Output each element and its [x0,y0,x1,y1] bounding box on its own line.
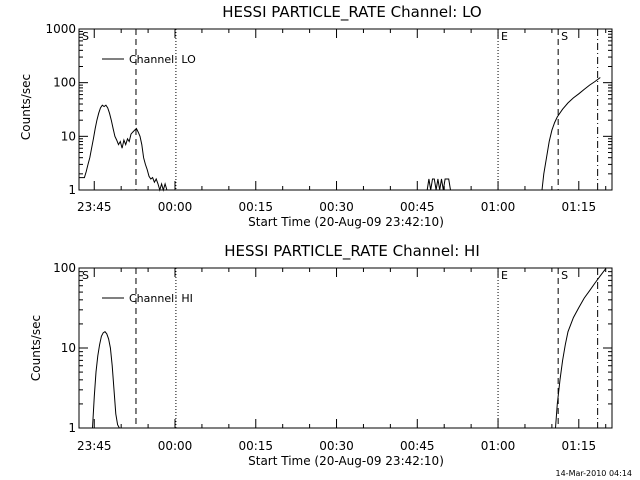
lo-marker-label: S [82,30,89,43]
hi-x-tick-label: 00:00 [158,439,193,453]
lo-x-tick-label: 00:45 [400,200,435,214]
hi-marker-label: E [501,269,508,282]
hi-series-line-0 [92,331,120,429]
lo-y-tick-label: 1000 [45,22,76,36]
hi-x-tick-label: 00:45 [400,439,435,453]
hi-x-tick-label: 00:15 [238,439,273,453]
hi-x-tick-label: 01:00 [481,439,516,453]
lo-marker-label: E [501,30,508,43]
lo-y-tick-label: 100 [53,76,76,90]
lo-series-line-0 [79,104,187,192]
hi-legend: Channel: HI [102,292,193,305]
lo-chart-title: HESSI PARTICLE_RATE Channel: LO [222,3,481,22]
hi-x-tick-label: 23:45 [77,439,112,453]
lo-x-tick-label: 00:00 [158,200,193,214]
hi-x-axis-label: Start Time (20-Aug-09 23:42:10) [248,454,444,468]
lo-x-tick-label: 23:45 [77,200,112,214]
lo-y-axis-label: Counts/sec [19,74,33,140]
lo-y-tick-label: 10 [61,129,76,143]
hi-marker-label: S [561,269,568,282]
lo-series-line-1 [426,178,451,191]
lo-plot-frame [78,28,613,191]
lo-x-axis-label: Start Time (20-Aug-09 23:42:10) [248,215,444,229]
hi-marker-label: S [82,269,89,282]
lo-x-tick-label: 00:15 [238,200,273,214]
lo-legend: Channel: LO [102,53,196,66]
hi-y-axis-label: Counts/sec [29,315,43,381]
lo-series-line-2 [541,77,601,191]
lo-channel-panel: HESSI PARTICLE_RATE Channel: LO Counts/s… [19,3,613,229]
hi-y-tick-label: 100 [53,261,76,275]
hi-legend-label: Channel: HI [129,292,193,305]
lo-marker-label: S [561,30,568,43]
lo-x-tick-label: 00:30 [319,200,354,214]
hi-series-line-1 [555,268,607,429]
timestamp-footer: 14-Mar-2010 04:14 [556,469,633,478]
hi-x-tick-label: 00:30 [319,439,354,453]
lo-x-tick-label: 01:15 [562,200,597,214]
hi-y-tick-label: 1 [68,421,76,435]
lo-legend-label: Channel: LO [129,53,196,66]
hi-x-tick-label: 01:15 [562,439,597,453]
lo-x-tick-label: 01:00 [481,200,516,214]
lo-y-tick-label: 1 [68,183,76,197]
hi-chart-title: HESSI PARTICLE_RATE Channel: HI [224,242,480,261]
hi-channel-panel: HESSI PARTICLE_RATE Channel: HI Counts/s… [29,242,613,468]
hi-y-tick-label: 10 [61,341,76,355]
